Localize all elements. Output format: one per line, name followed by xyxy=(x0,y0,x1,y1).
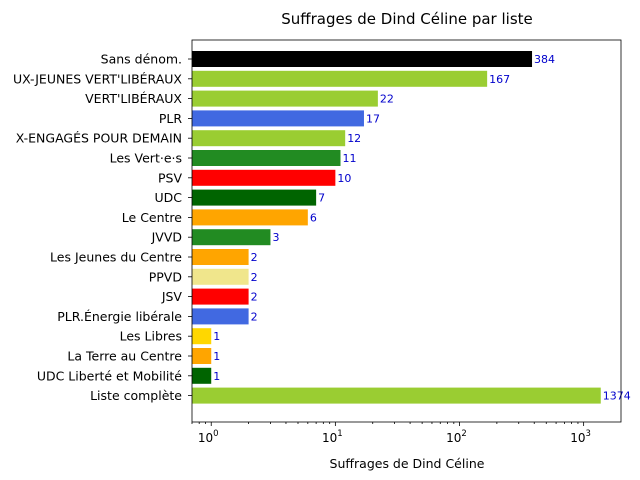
value-label: 167 xyxy=(489,73,510,86)
category-label: La Terre au Centre xyxy=(67,349,182,364)
bar xyxy=(192,229,271,246)
category-label: PLR.Énergie libérale xyxy=(57,309,182,324)
value-label: 12 xyxy=(347,132,361,145)
value-label: 17 xyxy=(366,112,380,125)
value-label: 7 xyxy=(318,192,325,205)
bar xyxy=(192,288,249,305)
category-label: Les Jeunes du Centre xyxy=(50,250,182,265)
category-label: Les Libres xyxy=(120,329,182,344)
value-label: 1 xyxy=(213,350,220,363)
x-tick-label: 102 xyxy=(446,429,467,445)
category-label: VERT'LIBÉRAUX xyxy=(85,91,182,106)
value-label: 2 xyxy=(251,291,258,304)
category-label: Sans dénom. xyxy=(101,52,182,67)
value-label: 10 xyxy=(337,172,351,185)
category-labels: Sans dénom. UX-JEUNES VERT'LIBÉRAUX VERT'L… xyxy=(13,52,192,403)
value-label: 2 xyxy=(251,271,258,284)
bar xyxy=(192,367,212,384)
bar xyxy=(192,209,308,226)
bar xyxy=(192,169,336,186)
value-label: 1374 xyxy=(603,390,631,403)
value-label: 2 xyxy=(251,310,258,323)
category-label: UX-JEUNES VERT'LIBÉRAUX xyxy=(13,71,182,86)
bar xyxy=(192,249,249,265)
bar xyxy=(192,328,212,345)
category-label: JSV xyxy=(161,289,183,304)
category-label: JVVD xyxy=(151,230,182,245)
bar xyxy=(192,70,488,87)
value-label: 3 xyxy=(272,231,279,244)
value-label: 22 xyxy=(380,93,394,106)
chart-title: Suffrages de Dind Céline par liste xyxy=(281,10,533,28)
x-axis-title: Suffrages de Dind Céline xyxy=(330,456,485,471)
bar xyxy=(192,90,378,107)
value-label: 1 xyxy=(213,370,220,383)
value-label: 6 xyxy=(310,211,317,224)
plot-frame xyxy=(191,39,622,423)
category-label: Liste complète xyxy=(90,388,182,403)
value-label: 384 xyxy=(534,53,555,66)
category-label: PLR xyxy=(159,111,183,126)
bar xyxy=(192,110,364,127)
x-tick-label: 101 xyxy=(322,429,343,445)
category-label: UDC Liberté et Mobilité xyxy=(37,368,182,383)
bar xyxy=(192,150,341,166)
x-tick-label: 100 xyxy=(198,429,219,445)
value-label: 1 xyxy=(213,330,220,343)
value-label: 2 xyxy=(251,251,258,264)
category-label: PPVD xyxy=(149,269,182,284)
category-label: X-ENGAGÉS POUR DEMAIN xyxy=(16,131,182,146)
bar xyxy=(192,268,249,285)
category-label: PSV xyxy=(158,170,182,185)
category-label: Le Centre xyxy=(122,210,183,225)
category-label: Les Vert·e·s xyxy=(110,151,182,166)
bar xyxy=(192,387,601,404)
bar xyxy=(192,189,317,206)
category-label: UDC xyxy=(154,190,182,205)
bar xyxy=(192,348,212,364)
x-tick-label: 103 xyxy=(570,429,591,445)
bar xyxy=(192,51,533,67)
bar xyxy=(192,130,346,147)
bars-group xyxy=(192,51,601,404)
x-axis-ticks: 100 101 102 103 xyxy=(191,422,591,445)
value-label: 11 xyxy=(343,152,357,165)
bar xyxy=(192,308,249,325)
